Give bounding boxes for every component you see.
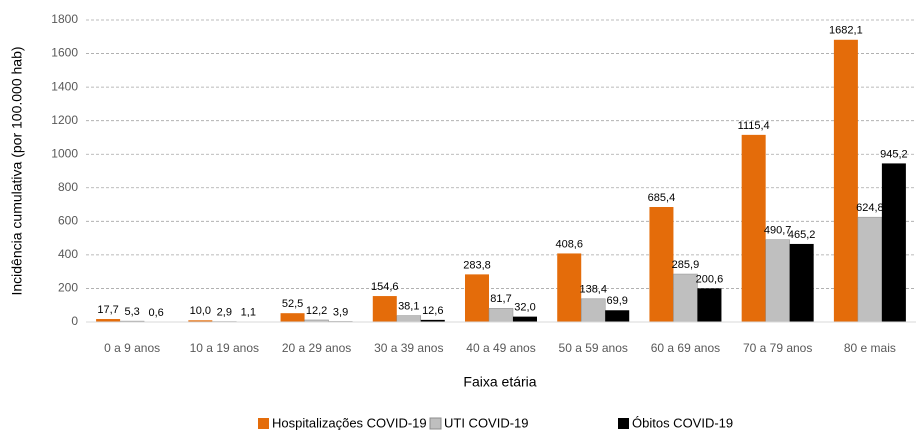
value-label: 0,6: [148, 307, 163, 319]
value-label: 945,2: [880, 148, 908, 160]
bar: [420, 319, 445, 322]
bar: [833, 39, 858, 322]
y-tick-label: 600: [58, 214, 78, 228]
y-tick-label: 1200: [51, 113, 78, 127]
bar: [857, 216, 883, 323]
bar: [280, 313, 305, 322]
value-label: 2,9: [217, 306, 232, 318]
value-label: 81,7: [490, 293, 511, 305]
legend-swatch: [618, 418, 629, 429]
x-tick-label: 70 a 79 anos: [743, 341, 812, 355]
bar: [488, 308, 514, 323]
legend-label: Óbitos COVID-19: [632, 415, 733, 430]
bar: [881, 163, 906, 322]
value-label: 283,8: [463, 259, 491, 271]
value-label: 465,2: [788, 229, 816, 241]
legend-label: UTI COVID-19: [444, 415, 529, 430]
value-label: 200,6: [696, 273, 724, 285]
bar: [605, 310, 630, 322]
value-label: 138,4: [579, 284, 607, 296]
bar: [96, 319, 121, 322]
x-axis-label: Faixa etária: [463, 374, 536, 390]
value-label: 32,0: [514, 302, 535, 314]
x-tick-label: 80 e mais: [844, 341, 896, 355]
bar: [372, 296, 397, 322]
bar: [697, 288, 722, 322]
value-label: 685,4: [648, 192, 676, 204]
value-label: 17,7: [97, 304, 118, 316]
x-tick-label: 30 a 39 anos: [374, 341, 443, 355]
bar: [396, 315, 422, 323]
y-tick-label: 400: [58, 247, 78, 261]
bar: [741, 134, 766, 322]
value-label: 69,9: [607, 295, 628, 307]
legend-swatch: [258, 418, 269, 429]
value-label: 154,6: [371, 281, 399, 293]
value-label: 624,8: [856, 202, 884, 214]
legend-swatch: [429, 417, 442, 430]
legend-label: Hospitalizações COVID-19: [272, 415, 427, 430]
value-label: 1,1: [241, 307, 256, 319]
x-tick-label: 60 a 69 anos: [651, 341, 720, 355]
value-label: 3,9: [333, 306, 348, 318]
y-tick-label: 200: [58, 281, 78, 295]
y-tick-label: 1800: [51, 12, 78, 26]
bar: [765, 239, 790, 323]
value-label: 38,1: [398, 301, 419, 313]
bar: [557, 253, 582, 322]
bar: [513, 316, 537, 322]
bar: [649, 207, 674, 322]
value-label: 10,0: [190, 305, 211, 317]
value-label: 1115,4: [738, 120, 770, 132]
x-tick-label: 0 a 9 anos: [104, 341, 160, 355]
x-tick-label: 40 a 49 anos: [466, 341, 535, 355]
value-label: 5,3: [124, 306, 139, 318]
bar: [465, 274, 489, 322]
x-tick-label: 50 a 59 anos: [559, 341, 628, 355]
value-label: 408,6: [555, 238, 583, 250]
x-tick-label: 20 a 29 anos: [282, 341, 351, 355]
y-axis-label: Incidência cumulativa (por 100.000 hab): [9, 46, 25, 295]
value-label: 1682,1: [829, 25, 863, 37]
y-tick-label: 1600: [51, 46, 78, 60]
value-label: 52,5: [282, 298, 303, 310]
y-tick-label: 1000: [51, 146, 78, 160]
y-tick-label: 800: [58, 180, 78, 194]
x-tick-label: 10 a 19 anos: [190, 341, 259, 355]
value-label: 490,7: [764, 225, 792, 237]
bar: [673, 273, 698, 323]
value-label: 12,6: [422, 305, 443, 317]
y-tick-label: 1400: [51, 79, 78, 93]
y-tick-label: 0: [71, 314, 78, 328]
bar: [188, 320, 213, 322]
value-label: 12,2: [306, 305, 327, 317]
bar: [789, 243, 814, 322]
bar: [580, 298, 606, 323]
value-label: 285,9: [672, 259, 700, 271]
